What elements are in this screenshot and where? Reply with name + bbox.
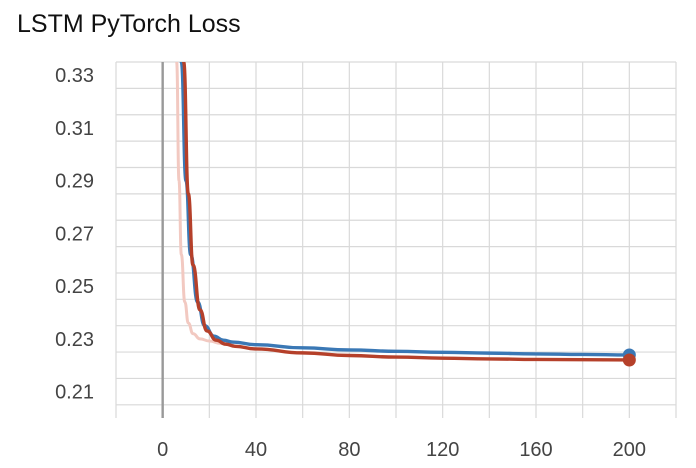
x-tick-label: 40 xyxy=(245,439,267,461)
y-tick-label: 0.31 xyxy=(55,118,94,140)
y-tick-label: 0.29 xyxy=(55,171,94,193)
series-layer xyxy=(175,62,632,362)
tick-labels: 0 40 80 120 160 200 0.21 0.23 0.25 0.27 0.29 0.31 0.… xyxy=(55,65,646,461)
x-tick-label: 120 xyxy=(426,439,459,461)
x-tick-label: 200 xyxy=(613,439,646,461)
y-tick-label: 0.25 xyxy=(55,276,94,298)
chart-title: LSTM PyTorch Loss xyxy=(17,10,241,38)
y-tick-label: 0.23 xyxy=(55,329,94,351)
grid xyxy=(115,61,677,418)
x-tick-label: 0 xyxy=(157,439,168,461)
x-tick-label: 80 xyxy=(338,439,360,461)
series-line xyxy=(175,62,235,347)
y-tick-label: 0.33 xyxy=(55,65,94,87)
series-end-point xyxy=(622,353,636,367)
x-tick-label: 160 xyxy=(519,439,552,461)
y-tick-label: 0.21 xyxy=(55,382,94,404)
series-line xyxy=(179,62,632,357)
series-line xyxy=(181,62,632,362)
y-tick-label: 0.27 xyxy=(55,223,94,245)
